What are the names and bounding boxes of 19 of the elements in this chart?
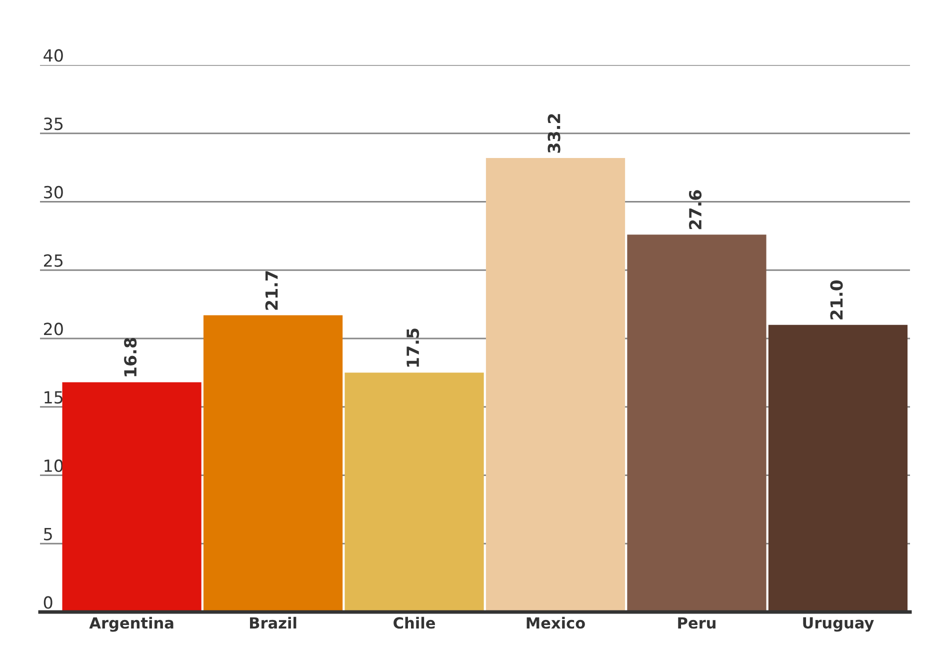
x-tick-label: Mexico: [526, 616, 585, 629]
x-tick-label: Uruguay: [803, 617, 874, 632]
data-label: 21.0: [830, 280, 843, 320]
y-tick-label: 40: [44, 49, 63, 62]
y-tick-label: 35: [44, 118, 63, 130]
data-label: 17.5: [406, 328, 420, 367]
y-tick-label: 30: [44, 186, 63, 199]
data-label: 27.6: [688, 190, 702, 230]
y-tick-label: 5: [44, 528, 52, 540]
data-label: 21.7: [265, 271, 278, 310]
x-tick-label: Brazil: [250, 616, 296, 629]
data-label: 16.8: [124, 338, 137, 376]
y-tick-label: 20: [44, 322, 63, 336]
x-tick-label: Chile: [394, 616, 435, 629]
data-label: 33.2: [548, 114, 560, 153]
x-tick-label: Argentina: [89, 616, 174, 632]
x-tick-label: Peru: [678, 617, 716, 629]
y-tick-label: 0: [44, 596, 52, 609]
y-tick-label: 25: [44, 254, 63, 267]
